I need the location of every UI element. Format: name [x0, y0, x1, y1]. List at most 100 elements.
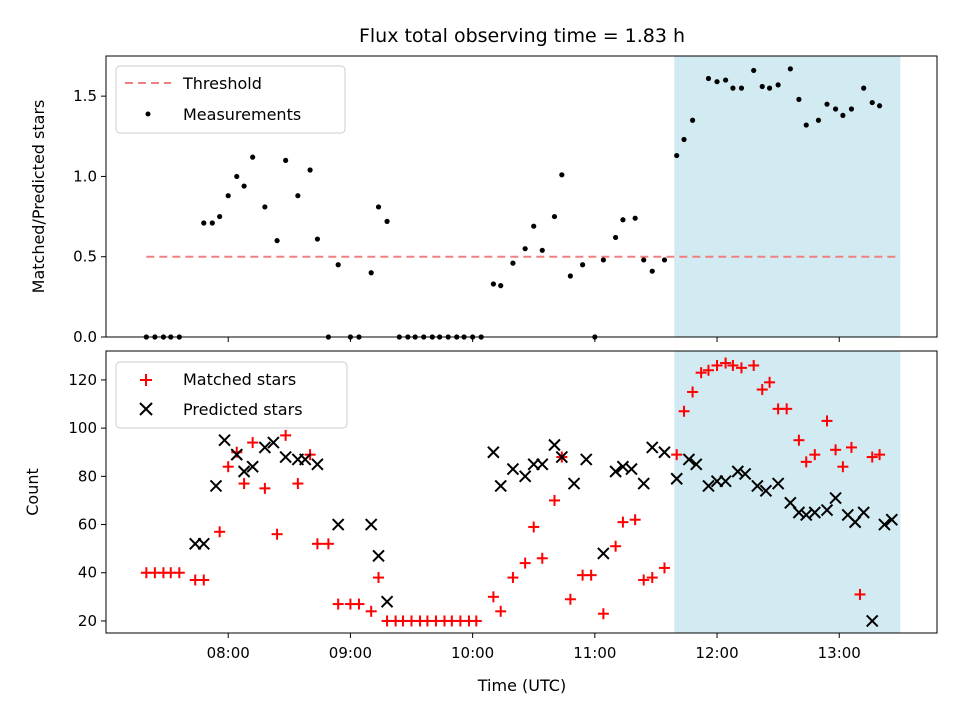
top-shaded-interval — [674, 56, 901, 337]
predicted-star-point — [702, 479, 715, 493]
matched-star-point — [292, 478, 304, 490]
measurement-point — [498, 283, 504, 289]
predicted-star-point — [646, 441, 659, 454]
predicted-star-point — [279, 450, 292, 464]
matched-star-point — [487, 591, 499, 603]
predicted-star-point — [857, 506, 870, 519]
measurement-point — [241, 183, 247, 189]
measurement-points — [143, 66, 883, 340]
matched-star-point — [548, 494, 560, 506]
matched-star-point — [756, 384, 768, 396]
bottom-y-tick-label: 80 — [78, 467, 97, 485]
bottom-shaded-interval — [674, 351, 901, 633]
matched-star-point — [764, 376, 776, 388]
matched-star-point — [727, 359, 739, 371]
predicted-star-point — [885, 513, 898, 526]
measurement-point — [314, 236, 321, 242]
bottom-y-ticks: 20 40 60 80 100 120 — [68, 371, 106, 630]
measurement-point — [209, 220, 215, 226]
predicted-star-point — [197, 537, 210, 551]
measurement-point — [738, 85, 745, 91]
bottom-panel: 20 40 60 80 100 120 08:00 09:00 10:00 11:00 12:00… — [23, 350, 938, 662]
matched-star-point — [638, 574, 650, 586]
legend-measurements-swatch — [145, 111, 151, 117]
measurement-point — [730, 85, 736, 91]
bottom-plot-frame — [105, 350, 938, 634]
matched-star-point — [854, 588, 866, 600]
matched-star-point — [821, 415, 833, 427]
predicted-star-point — [494, 479, 507, 493]
top-panel: 0.0 0.5 1.0 1.5 Matched/Predicted stars Thr… — [29, 55, 938, 346]
measurement-point — [840, 112, 846, 119]
predicted-star-point — [518, 470, 532, 483]
measurement-point — [661, 257, 668, 263]
predicted-star-point — [829, 491, 842, 505]
matched-star-point — [735, 362, 747, 374]
predicted-star-point — [792, 506, 806, 519]
x-tick-label: 11:00 — [573, 644, 616, 662]
matched-star-point — [311, 538, 323, 550]
measurement-point — [632, 215, 638, 221]
predicted-star-point — [820, 503, 834, 517]
predicted-star-point — [364, 518, 378, 531]
bottom-y-tick-label: 60 — [78, 516, 97, 534]
top-legend: Threshold Measurements — [115, 65, 346, 134]
bottom-y-tick-label: 120 — [68, 371, 97, 389]
top-x-ticks — [227, 337, 840, 342]
bottom-legend: Matched stars Predicted stars — [115, 361, 348, 429]
matched-star-point — [507, 572, 519, 584]
matched-star-point — [214, 526, 226, 538]
measurement-point — [641, 257, 647, 263]
matched-stars-points — [140, 357, 886, 627]
measurement-point — [539, 247, 545, 253]
matched-star-point — [781, 403, 793, 415]
top-y-tick-label: 1.0 — [73, 167, 97, 185]
matched-star-point — [470, 615, 482, 627]
matched-star-point — [198, 574, 210, 586]
measurement-point — [649, 268, 655, 274]
predicted-star-point — [738, 467, 752, 481]
measurement-point — [201, 220, 207, 226]
predicted-star-point — [878, 518, 891, 531]
measurement-point — [705, 75, 712, 82]
predicted-star-point — [580, 453, 593, 466]
predicted-star-point — [331, 518, 345, 531]
measurement-point — [307, 167, 313, 173]
predicted-star-point — [380, 595, 394, 608]
matched-star-point — [874, 449, 886, 461]
matched-star-point — [678, 405, 690, 417]
measurement-point — [551, 213, 558, 220]
matched-star-point — [720, 357, 732, 369]
predicted-star-point — [866, 614, 879, 628]
measurement-point — [490, 281, 496, 287]
top-plot-frame — [105, 55, 938, 338]
bottom-legend-box — [115, 361, 348, 429]
matched-star-point — [238, 478, 250, 490]
matched-star-point — [866, 451, 878, 463]
measurement-point — [848, 106, 855, 112]
matched-star-point — [231, 446, 243, 458]
predicted-star-point — [555, 450, 569, 464]
top-y-axis-label: Matched/Predicted stars — [29, 100, 48, 294]
matched-star-point — [617, 516, 629, 528]
predicted-star-point — [670, 472, 683, 485]
matched-star-point — [748, 359, 760, 371]
matched-star-point — [695, 367, 707, 379]
predicted-star-point — [267, 436, 280, 449]
measurement-point — [580, 262, 586, 268]
measurement-point — [787, 66, 793, 72]
top-y-tick-label: 1.5 — [73, 87, 97, 105]
measurement-point — [824, 101, 830, 107]
matched-star-point — [658, 562, 670, 574]
predicted-star-point — [771, 477, 785, 490]
matched-star-point — [830, 444, 842, 456]
predicted-star-point — [536, 458, 549, 471]
predicted-star-point — [258, 441, 272, 454]
predicted-star-point — [237, 465, 251, 478]
legend-predicted-label: Predicted stars — [183, 400, 303, 419]
top-y-tick-label: 0.5 — [73, 248, 97, 266]
legend-matched-label: Matched stars — [183, 370, 296, 389]
legend-threshold-label: Threshold — [182, 74, 262, 93]
top-y-ticks: 0.0 0.5 1.0 1.5 — [73, 87, 106, 346]
